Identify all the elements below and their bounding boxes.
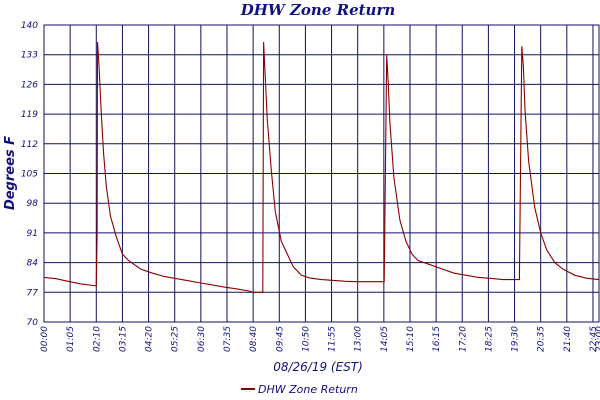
x-tick-label: 23:00 [595, 326, 600, 352]
x-tick-label: 01:05 [66, 326, 76, 352]
series-line-0 [43, 41, 600, 293]
x-tick-label: 10:50 [301, 326, 311, 352]
x-tick-label: 08:40 [249, 326, 259, 352]
x-tick-label: 17:20 [458, 326, 468, 352]
x-tick-label: 03:15 [118, 326, 128, 352]
y-axis: 70 77 84 91 98 105 112 119 126 133 140 [21, 21, 38, 328]
x-axis: 00:00 01:05 02:10 03:15 04:20 05:25 06:30 07:35… [40, 326, 600, 352]
x-axis-title: 08/26/19 (EST) [273, 360, 363, 374]
grid [43, 24, 600, 323]
y-tick-label: 84 [27, 259, 39, 269]
x-tick-label: 07:35 [223, 326, 233, 352]
x-tick-label: 06:30 [197, 326, 207, 352]
x-tick-label: 05:25 [171, 326, 181, 352]
legend-label: DHW Zone Return [258, 383, 358, 396]
x-tick-label: 18:25 [484, 326, 494, 352]
x-tick-label: 22:45 [589, 326, 599, 352]
y-axis-title: Degrees F [3, 136, 18, 210]
x-tick-label: 00:00 [40, 326, 50, 352]
y-tick-label: 119 [21, 110, 38, 120]
y-tick-label: 126 [21, 80, 38, 90]
plot-frame [43, 24, 600, 323]
chart-title: DHW Zone Return [240, 1, 396, 19]
y-tick-label: 140 [21, 21, 38, 31]
x-tick-label: 04:20 [145, 326, 155, 352]
x-tick-label: 14:05 [380, 326, 390, 352]
x-tick-label: 13:00 [354, 326, 364, 352]
x-tick-label: 16:15 [432, 326, 442, 352]
x-tick-label: 19:30 [511, 326, 521, 352]
y-tick-label: 105 [21, 170, 38, 180]
x-tick-label: 09:45 [275, 326, 285, 352]
x-tick-label: 21:40 [563, 326, 573, 352]
x-tick-label: 11:55 [328, 326, 338, 352]
y-tick-label: 133 [21, 51, 38, 61]
y-tick-label: 70 [27, 318, 39, 328]
y-tick-label: 112 [21, 140, 38, 150]
y-tick-label: 91 [27, 229, 38, 239]
x-tick-label: 15:10 [406, 326, 416, 352]
legend: DHW Zone Return [241, 383, 358, 396]
x-tick-label: 20:35 [537, 326, 547, 352]
y-tick-label: 77 [27, 288, 39, 298]
y-tick-label: 98 [27, 199, 39, 209]
x-tick-label: 02:10 [92, 326, 102, 352]
series-layer [43, 41, 600, 293]
